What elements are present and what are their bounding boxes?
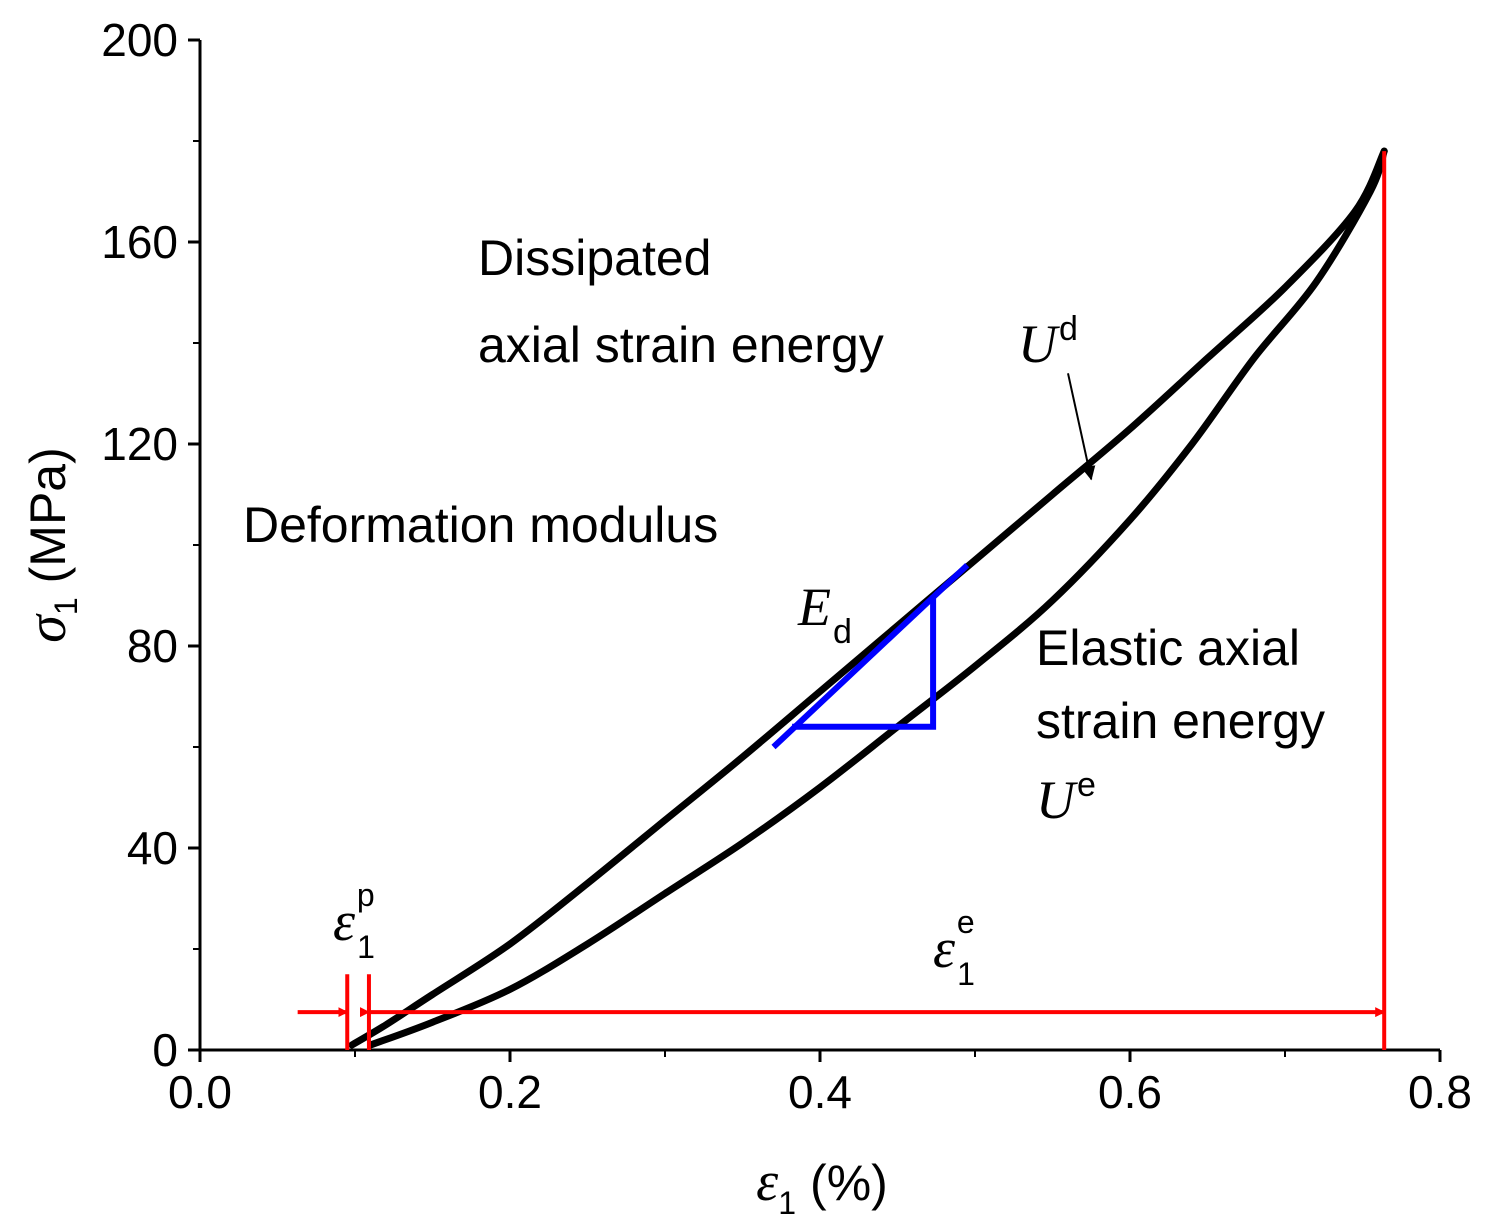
y-tick-label-3: 120 (101, 418, 178, 470)
modulus-symbol: Ed (797, 577, 852, 651)
y-axis-label: σ1 (MPa) (16, 447, 84, 643)
y-axis-subscript: 1 (48, 597, 84, 615)
dissipated-label-line2: axial strain energy (478, 317, 884, 373)
plastic-strain-label: ε1 p (333, 877, 375, 965)
y-tick-label-2: 80 (127, 620, 178, 672)
x-tick-label-4: 0.8 (1408, 1066, 1472, 1118)
elastic-label-line2: strain energy (1036, 693, 1325, 749)
modulus-symbol-letter: E (797, 577, 831, 637)
y-axis-symbol: σ (16, 613, 78, 643)
x-axis-subscript: 1 (778, 1185, 796, 1221)
x-tick-label-1: 0.2 (478, 1066, 542, 1118)
x-axis-unit: (%) (810, 1155, 888, 1211)
x-axis-label: ε1 (%) (756, 1151, 888, 1221)
elastic-symbol-letter: U (1036, 770, 1078, 830)
y-tick-label-4: 160 (101, 216, 178, 268)
y-tick-label-1: 40 (127, 822, 178, 874)
plastic-strain-superscript: p (357, 877, 375, 913)
y-tick-label-0: 0 (152, 1024, 178, 1076)
dissipated-symbol: Ud (1018, 310, 1078, 374)
axis-ticks (188, 38, 1442, 1062)
elastic-strain-subscript: 1 (957, 956, 975, 992)
plastic-strain-subscript: 1 (357, 929, 375, 965)
y-tick-label-5: 200 (101, 14, 178, 66)
elastic-strain-superscript: e (957, 904, 975, 940)
x-tick-label-2: 0.4 (788, 1066, 852, 1118)
plastic-strain-symbol: ε (333, 891, 356, 953)
modulus-symbol-subscript: d (833, 613, 852, 651)
elastic-symbol-superscript: e (1077, 766, 1096, 804)
elastic-strain-symbol: ε (933, 918, 956, 980)
unloading-curve (367, 147, 1388, 1049)
modulus-triangle (792, 595, 937, 730)
dissipated-symbol-letter: U (1018, 314, 1060, 374)
x-axis-symbol: ε (756, 1151, 779, 1213)
deformation-modulus-label: Deformation modulus (243, 497, 718, 553)
elastic-symbol: Ue (1036, 766, 1096, 830)
x-tick-label-3: 0.6 (1098, 1066, 1162, 1118)
loading-curve (348, 147, 1388, 1049)
axis-tick-labels: 0.0 0.2 0.4 0.6 0.8 0 40 80 120 160 200 (101, 14, 1472, 1118)
x-tick-label-0: 0.0 (168, 1066, 232, 1118)
elastic-label-line1: Elastic axial (1036, 620, 1300, 676)
elastic-strain-label: ε1 e (933, 904, 975, 992)
y-axis-unit: (MPa) (20, 447, 76, 583)
dissipated-energy-pointer (1067, 373, 1096, 481)
dissipated-label-line1: Dissipated (478, 230, 711, 286)
dissipated-symbol-superscript: d (1059, 310, 1078, 348)
